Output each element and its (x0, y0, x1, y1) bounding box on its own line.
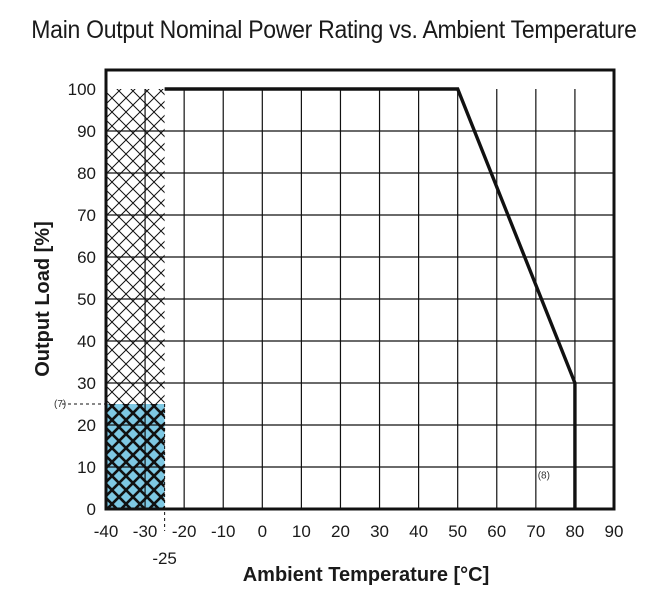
y-tick-label: 100 (68, 80, 96, 99)
y-tick-label: 70 (77, 206, 96, 225)
plot-frame (104, 68, 616, 511)
x-tick-label: 80 (565, 522, 584, 541)
y-tick-label: 40 (77, 332, 96, 351)
x-tick-label: 50 (448, 522, 467, 541)
x-tick-label: -40 (94, 522, 119, 541)
x-tick-label: -30 (133, 522, 158, 541)
chart-title: Main Output Nominal Power Rating vs. Amb… (31, 16, 637, 44)
annotation-8: (8) (538, 470, 550, 481)
y-tick-label: 20 (77, 416, 96, 435)
y-tick-label: 90 (77, 122, 96, 141)
x-tick-label: -20 (172, 522, 197, 541)
annotation-7: (7) (54, 399, 66, 410)
y-tick-label: 60 (77, 248, 96, 267)
x-axis-title: Ambient Temperature [°C] (243, 564, 490, 586)
y-tick-label: 0 (87, 500, 96, 519)
y-tick-label: 10 (77, 458, 96, 477)
y-tick-label: 30 (77, 374, 96, 393)
x-tick-label-extra: -25 (152, 549, 177, 568)
x-tick-label: -10 (211, 522, 236, 541)
x-tick-label: 10 (292, 522, 311, 541)
x-tick-label: 20 (331, 522, 350, 541)
y-axis-title: Output Load [%] (32, 221, 54, 377)
x-tick-label: 30 (370, 522, 389, 541)
x-tick-label: 60 (487, 522, 506, 541)
y-tick-label: 50 (77, 290, 96, 309)
x-tick-label: 90 (605, 522, 624, 541)
blue-startup-zone (106, 404, 165, 509)
x-tick-label: 40 (409, 522, 428, 541)
y-tick-label: 80 (77, 164, 96, 183)
x-tick-label: 0 (258, 522, 267, 541)
series-line (164, 87, 577, 509)
x-tick-label: 70 (526, 522, 545, 541)
